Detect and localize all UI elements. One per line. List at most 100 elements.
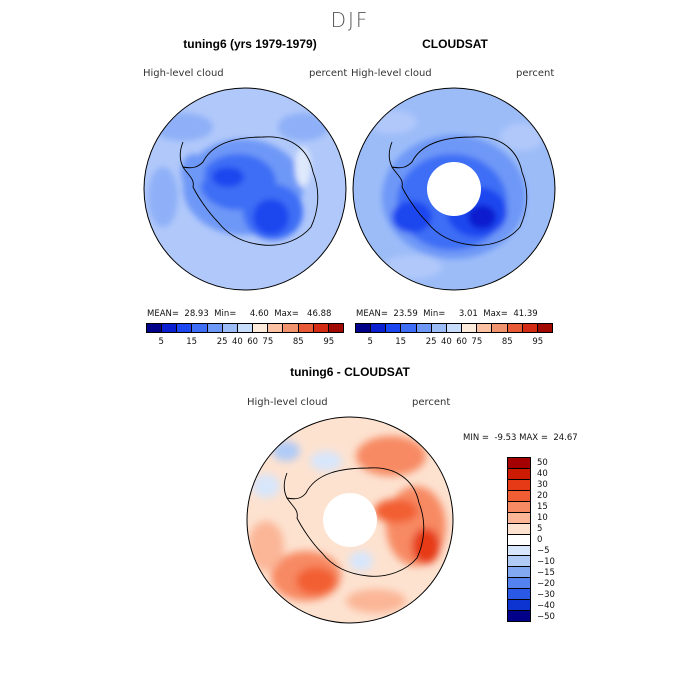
panel1-max: 46.88 [307,309,332,319]
colorbar-tick-label: 5 [158,337,164,347]
colorbar-tick-label: 40 [440,337,452,347]
colorbar-swatch [508,534,530,546]
panel3-blob [356,436,426,476]
panel3-min: -9.53 [494,433,517,443]
panel2-map-border [352,87,556,291]
panel1-peninsula [179,141,184,168]
panel3-title: tuning6 - CLOUDSAT [290,365,410,379]
colorbar-swatch [508,545,530,557]
colorbar-tick-label: 60 [456,337,468,347]
colorbar-tick-label: 30 [537,479,548,490]
panel3-blob [349,551,373,571]
colorbar-swatch [462,324,478,332]
colorbar-swatch [268,324,284,332]
panel3-missing-pole [323,493,377,547]
colorbar-swatch [537,324,553,332]
colorbar-tick-label: 75 [262,337,274,347]
panel2-blob [500,123,544,151]
colorbar-swatch [328,324,344,332]
colorbar-tick-label: 40 [537,468,548,479]
panel3-colorbar [507,457,531,622]
colorbar-tick-label: −20 [537,578,555,589]
panel1-blob [181,154,205,190]
colorbar-swatch [508,458,530,469]
colorbar-tick-label: −15 [537,567,555,578]
panel2-map [352,87,556,291]
min-label: Min= [214,309,237,319]
panel1-variable: High-level cloud [143,68,224,79]
min-label: Min= [423,309,446,319]
colorbar-swatch [508,523,530,535]
panel3-peninsula [283,472,288,499]
colorbar-tick-label: −5 [537,545,550,556]
panel3-blob [412,528,440,564]
colorbar-tick-label: 15 [186,337,198,347]
panel3-colorbar-ticks: 50 40 30 20 15 10 5 0 −5 −10 −15 −20 −30 −40 −50 [537,457,567,622]
colorbar-swatch [147,324,163,332]
colorbar-swatch [356,324,372,332]
colorbar-tick-label: 15 [395,337,407,347]
colorbar-tick-label: 5 [367,337,373,347]
panel2-colorbar [355,323,553,333]
colorbar-swatch [477,324,493,332]
panel1-units: percent [309,68,348,79]
colorbar-tick-label: 15 [537,501,548,512]
panel2-max: 41.39 [513,309,538,319]
panel2-colorbar-ticks: 5 15 25 40 60 75 85 95 [355,337,553,349]
colorbar-tick-label: 25 [216,337,228,347]
colorbar-swatch [162,324,178,332]
colorbar-swatch [222,324,238,332]
panel1-blob [278,113,328,141]
panel2-blob [367,110,417,134]
colorbar-swatch [283,324,299,332]
panel1-map-border [143,87,347,291]
panel3-map [246,416,454,624]
colorbar-swatch [207,324,223,332]
panel1-map [143,87,347,291]
panel2-units: percent [516,68,555,79]
panel3-blob [346,589,406,613]
colorbar-tick-label: −10 [537,556,555,567]
panel2-missing-pole [427,162,481,216]
colorbar-tick-label: 5 [537,523,543,534]
colorbar-tick-label: 50 [537,457,548,468]
panel3-blob [296,567,336,595]
colorbar-swatch [508,512,530,524]
panel2-title: CLOUDSAT [422,37,488,51]
colorbar-swatch [508,611,530,622]
panel3-max: 24.67 [553,433,578,443]
panel2-blob [468,205,496,229]
colorbar-tick-label: 10 [537,512,548,523]
colorbar-tick-label: 40 [231,337,243,347]
max-label: MAX = [519,433,548,443]
panel1-blob [212,167,244,187]
colorbar-tick-label: −30 [537,589,555,600]
colorbar-swatch [508,578,530,590]
panel3-blob [310,451,342,471]
colorbar-swatch [431,324,447,332]
colorbar-swatch [522,324,538,332]
colorbar-swatch [371,324,387,332]
panel3-units: percent [412,397,451,408]
panel1-stats: MEAN= 28.93 Min= 4.60 Max= 46.88 [147,309,331,319]
max-label: Max= [483,309,508,319]
colorbar-swatch [298,324,314,332]
colorbar-swatch [253,324,269,332]
min-label: MIN = [463,433,490,443]
panel3-blob [248,521,284,571]
colorbar-swatch [508,490,530,502]
colorbar-swatch [508,556,530,568]
panel3-stats: MIN = -9.53 MAX = 24.67 [463,433,578,443]
panel1-colorbar-ticks: 5 15 25 40 60 75 85 95 [146,337,344,349]
mean-label: MEAN= [147,309,179,319]
panel2-antarctica-coast [391,136,528,246]
panel1-blob [153,113,213,141]
colorbar-swatch [401,324,417,332]
colorbar-tick-label: 25 [425,337,437,347]
panel1-antarctica-coast [182,136,319,246]
panel1-min: 4.60 [249,309,269,319]
colorbar-tick-label: 75 [471,337,483,347]
colorbar-tick-label: 20 [537,490,548,501]
colorbar-swatch [313,324,329,332]
max-label: Max= [274,309,299,319]
